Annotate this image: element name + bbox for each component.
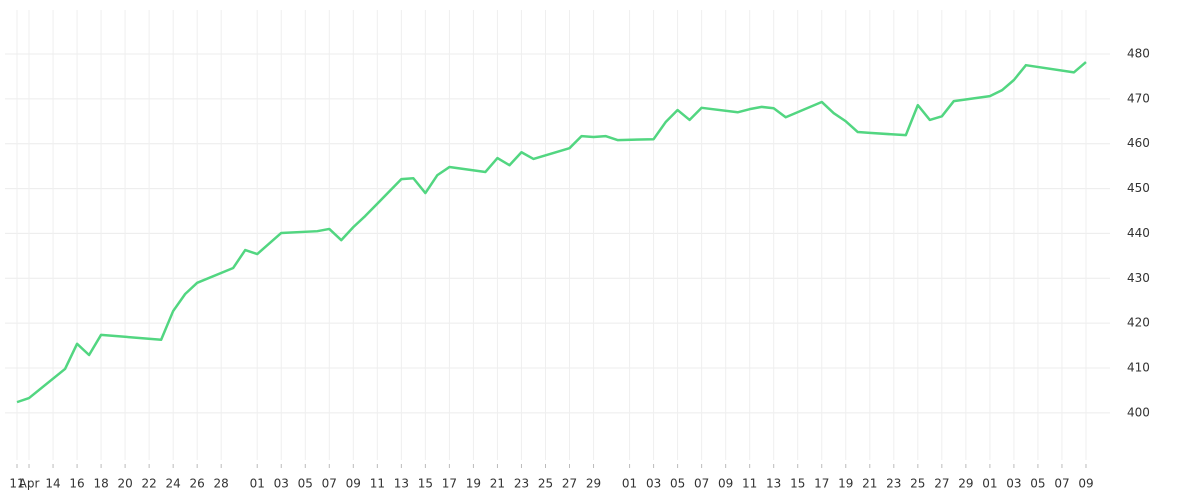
y-tick-label: 410 xyxy=(1127,361,1150,375)
x-tick-label: 09 xyxy=(718,477,733,491)
x-tick-label: 21 xyxy=(862,477,877,491)
line xyxy=(16,61,1087,404)
x-tick-label: 26 xyxy=(190,477,205,491)
x-tick-label: 16 xyxy=(69,477,84,491)
x-tick-label: 15 xyxy=(418,477,433,491)
x-tick-label: 27 xyxy=(562,477,577,491)
x-tick-label: 27 xyxy=(934,477,949,491)
y-tick-label: 460 xyxy=(1127,136,1150,150)
y-tick-label: 430 xyxy=(1127,271,1150,285)
x-tick-label: 18 xyxy=(93,477,108,491)
x-tick-label: 22 xyxy=(141,477,156,491)
x-tick-label: 07 xyxy=(322,477,337,491)
y-tick-label: 470 xyxy=(1127,91,1150,105)
x-tick-label: 20 xyxy=(117,477,132,491)
x-tick-label: 17 xyxy=(442,477,457,491)
x-tick-label: 07 xyxy=(694,477,709,491)
x-tick-label: 25 xyxy=(910,477,925,491)
x-tick-label: 15 xyxy=(790,477,805,491)
x-tick-label: 13 xyxy=(394,477,409,491)
x-tick-label: 11 xyxy=(370,477,385,491)
x-tick-label: 23 xyxy=(886,477,901,491)
y-tick-label: 400 xyxy=(1127,405,1150,419)
y-tick-label: 450 xyxy=(1127,181,1150,195)
x-tick-label: 03 xyxy=(1006,477,1021,491)
x-tick-label: 24 xyxy=(166,477,181,491)
y-tick-label: 480 xyxy=(1127,46,1150,60)
x-tick-label: 29 xyxy=(958,477,973,491)
x-tick-label: 23 xyxy=(514,477,529,491)
x-tick-label: 14 xyxy=(45,477,60,491)
x-tick-label: 25 xyxy=(538,477,553,491)
x-tick-label: 01 xyxy=(982,477,997,491)
x-tick-label: 01 xyxy=(622,477,637,491)
x-tick-label: 07 xyxy=(1054,477,1069,491)
x-tick-label: 09 xyxy=(1078,477,1093,491)
x-tick-label: 03 xyxy=(646,477,661,491)
x-tick-label: 28 xyxy=(214,477,229,491)
x-tick-label: 05 xyxy=(1030,477,1045,491)
y-tick-label: 440 xyxy=(1127,226,1150,240)
x-tick-label: 17 xyxy=(814,477,829,491)
x-tick-label: 13 xyxy=(766,477,781,491)
x-tick-label: 09 xyxy=(346,477,361,491)
x-tick-label: 19 xyxy=(838,477,853,491)
y-tick-label: 420 xyxy=(1127,316,1150,330)
x-tick-label: 01 xyxy=(250,477,265,491)
x-tick-label: Apr xyxy=(19,477,40,491)
x-tick-label: 21 xyxy=(490,477,505,491)
x-tick-label: 05 xyxy=(670,477,685,491)
x-tick-label: 29 xyxy=(586,477,601,491)
x-tick-label: 05 xyxy=(298,477,313,491)
x-tick-label: 03 xyxy=(274,477,289,491)
x-tick-label: 11 xyxy=(742,477,757,491)
x-tick-label: 11 xyxy=(9,477,24,491)
x-tick-label: 19 xyxy=(466,477,481,491)
